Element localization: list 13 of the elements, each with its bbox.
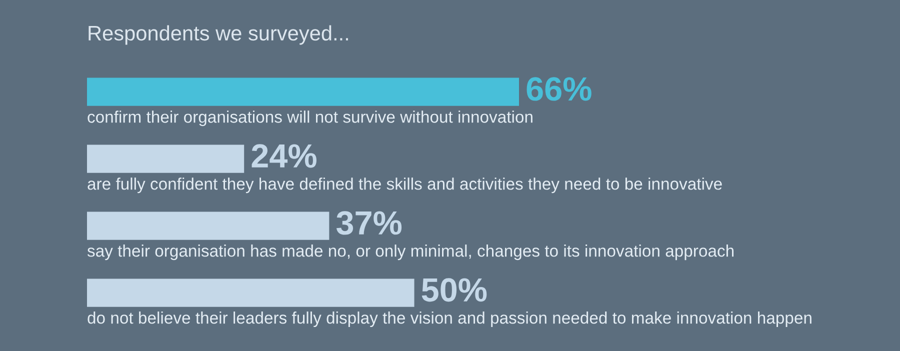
data-label: 37% bbox=[336, 211, 402, 235]
y-tick-label: are fully confident they have defined the skills and activities they need to be innovative bbox=[88, 178, 722, 194]
chart-title: Respondents we surveyed... bbox=[88, 25, 348, 45]
bar bbox=[87, 78, 519, 106]
data-label: 24% bbox=[252, 144, 316, 168]
y-tick-label: say their organisation has made no, or only minimal, changes to its innovation approach bbox=[87, 244, 734, 260]
y-tick-label: do not believe their leaders fully display the vision and passion needed to make innovation happen bbox=[88, 312, 812, 328]
data-label: 66% bbox=[526, 77, 592, 101]
bar bbox=[87, 144, 244, 173]
bar bbox=[87, 212, 330, 240]
y-tick-label: confirm their organisations will not survive without innovation bbox=[88, 110, 532, 126]
data-label: 50% bbox=[422, 278, 487, 302]
bar bbox=[87, 278, 414, 307]
